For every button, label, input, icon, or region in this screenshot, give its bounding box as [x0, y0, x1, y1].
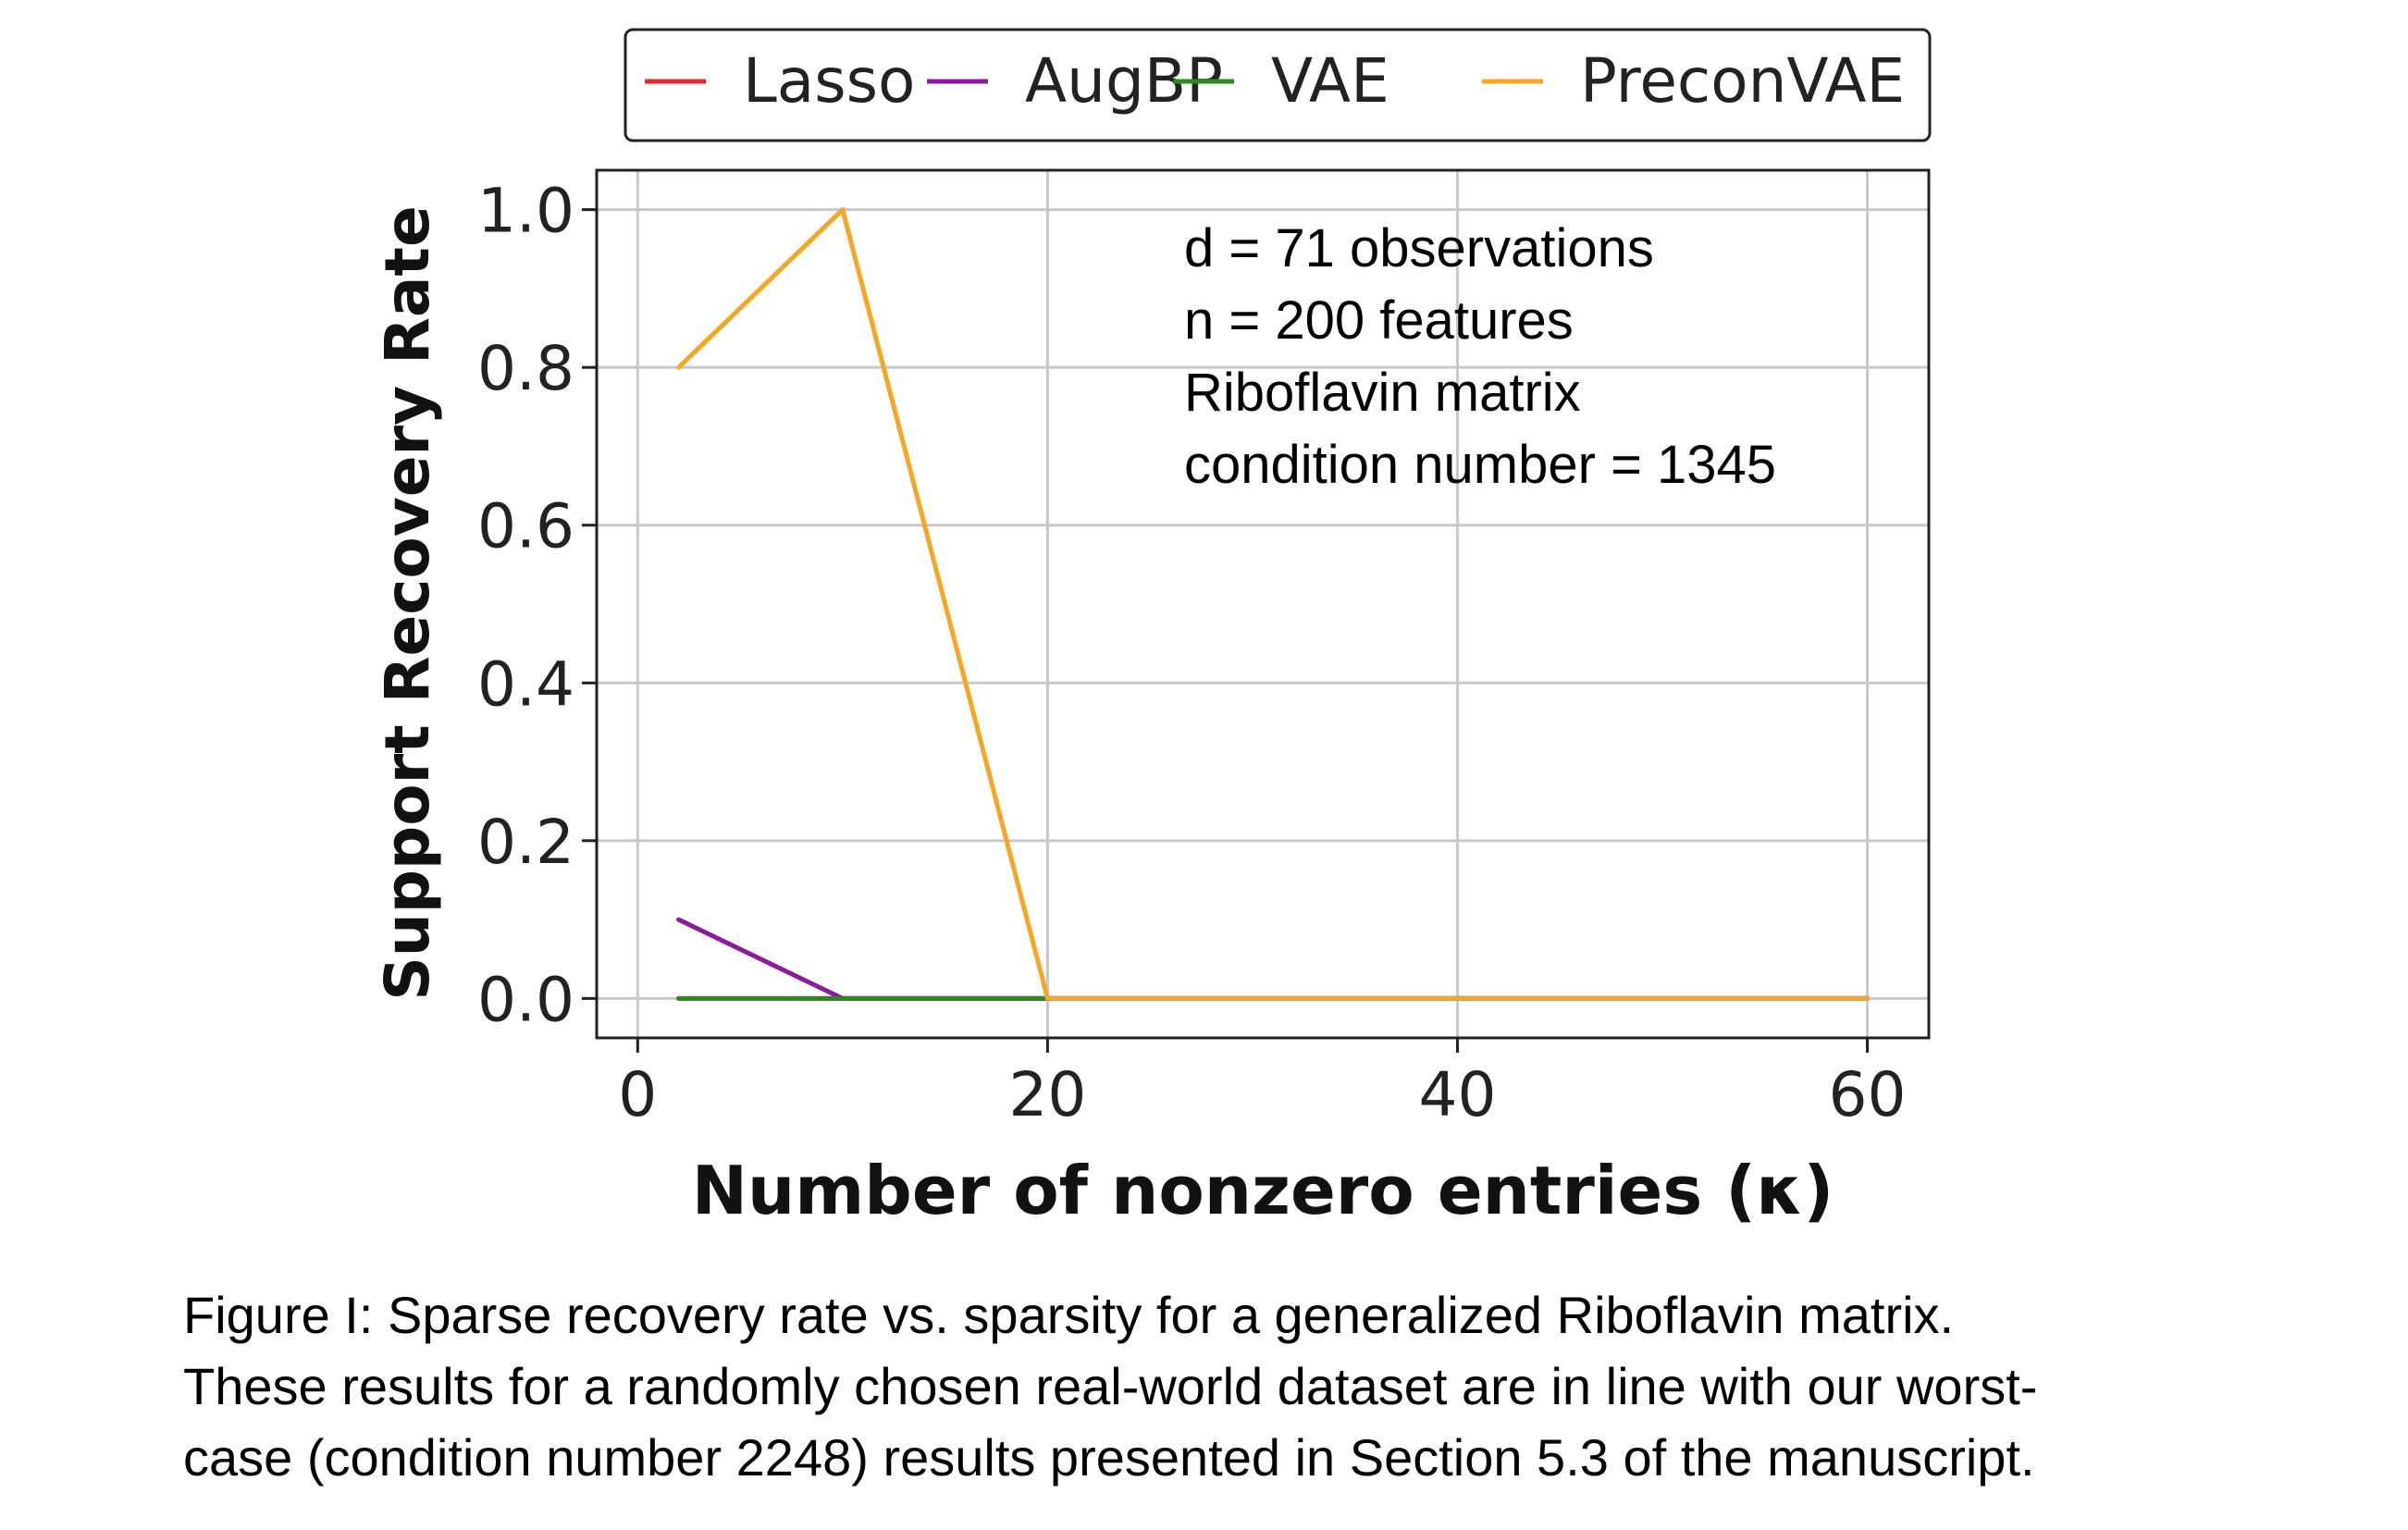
y-tick-label: 0.6 — [477, 491, 574, 562]
line-chart: 0 20 40 60 0.0 0.2 0.4 0.6 0.8 1.0 d = 71 observa… — [372, 28, 1932, 1229]
y-tick-label: 1.0 — [477, 176, 574, 247]
annotation-box: d = 71 observations n = 200 features Ribof… — [1184, 218, 1776, 495]
x-tick-label: 60 — [1829, 1059, 1907, 1130]
annotation-line: condition number = 1345 — [1184, 435, 1776, 495]
x-tick-label: 40 — [1418, 1059, 1496, 1130]
caption-line: These results for a randomly chosen real… — [183, 1357, 2038, 1415]
series-line-preconvae — [676, 207, 1870, 1001]
x-tick-label: 20 — [1008, 1059, 1086, 1130]
plot-frame — [595, 168, 1931, 1040]
legend-label-vae: VAE — [1271, 45, 1389, 117]
legend: Lasso AugBP VAE PreconVAE — [624, 28, 1932, 142]
caption-line: Figure I: Sparse recovery rate vs. spars… — [183, 1286, 1955, 1344]
y-axis-title: Support Recovery Rate — [372, 205, 443, 1000]
legend-box — [624, 28, 1932, 142]
y-tick-label: 0.8 — [477, 333, 574, 404]
x-tick-label: 0 — [618, 1059, 657, 1130]
y-tick-label: 0.0 — [477, 964, 574, 1035]
figure-caption: Figure I: Sparse recovery rate vs. spars… — [183, 1279, 2385, 1493]
series-lines — [676, 207, 1870, 1001]
x-axis-title: Number of nonzero entries (κ) — [692, 1152, 1834, 1229]
annotation-line: n = 200 features — [1184, 290, 1574, 351]
y-tick-label: 0.4 — [477, 648, 574, 720]
legend-label-preconvae: PreconVAE — [1580, 45, 1905, 117]
annotation-line: d = 71 observations — [1184, 218, 1654, 278]
series-line-augbp — [676, 917, 1870, 1001]
legend-label-lasso: Lasso — [743, 45, 915, 117]
axis-ticks: 0 20 40 60 0.0 0.2 0.4 0.6 0.8 1.0 — [477, 176, 1906, 1130]
y-tick-label: 0.2 — [477, 807, 574, 878]
caption-line: case (condition number 2248) results pre… — [183, 1428, 2035, 1487]
annotation-line: Riboflavin matrix — [1184, 363, 1581, 423]
